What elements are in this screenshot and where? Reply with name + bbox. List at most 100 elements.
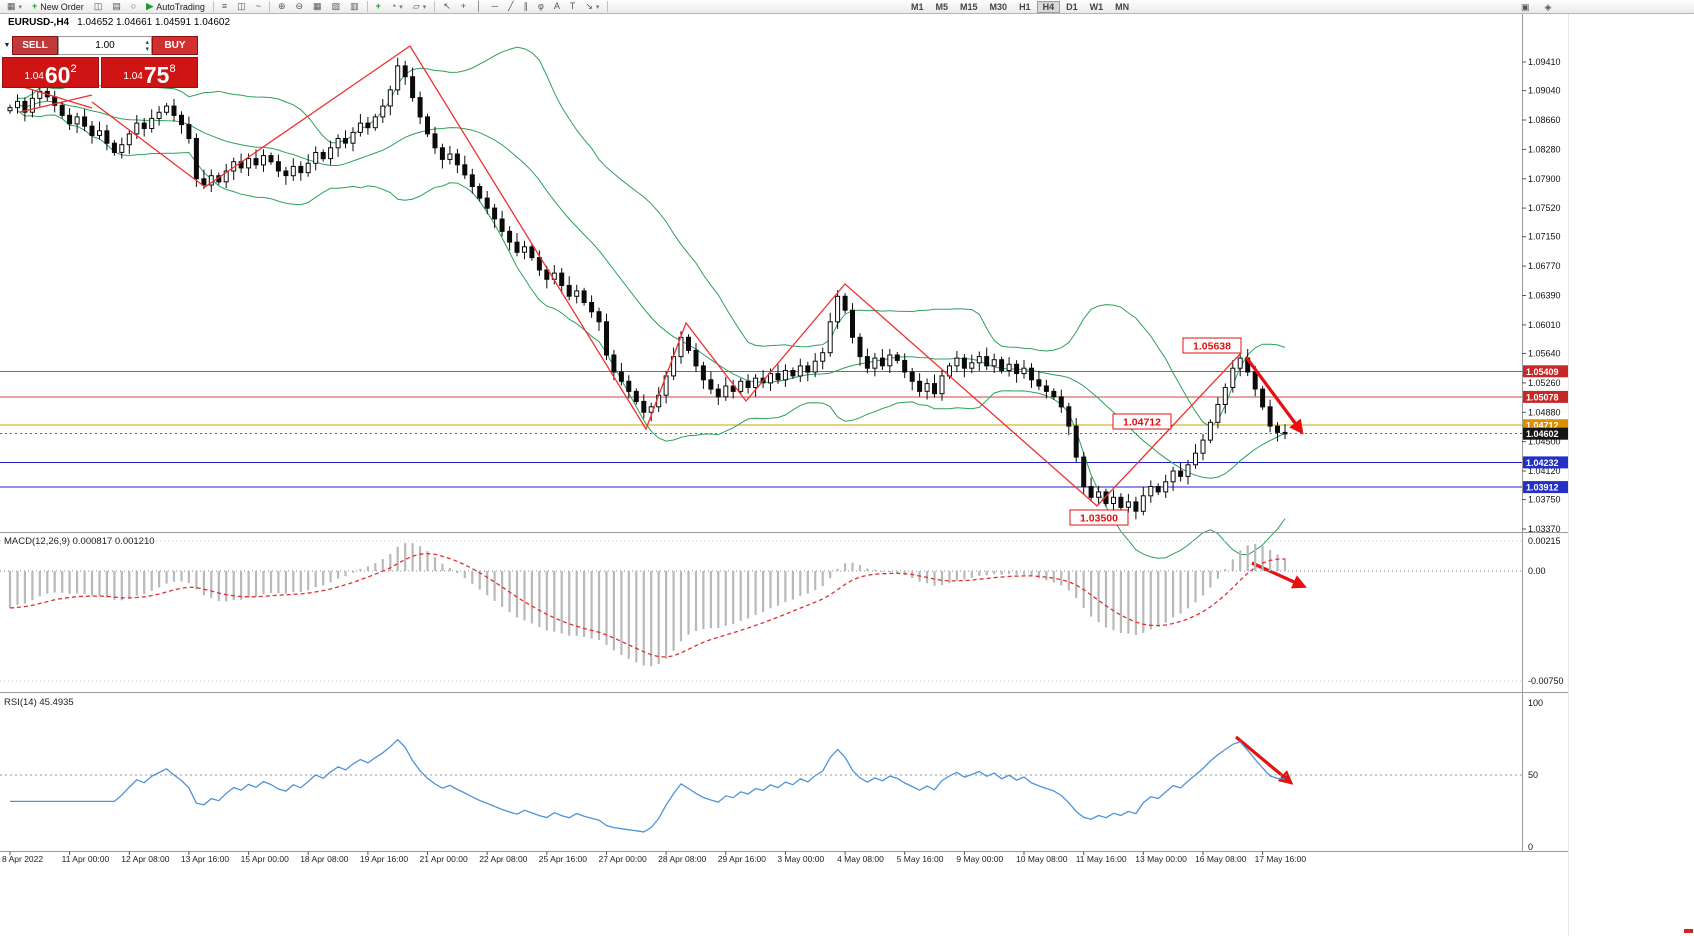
timeframe-h1-button[interactable]: H1	[1013, 1, 1037, 13]
timeframe-m15-button[interactable]: M15	[954, 1, 984, 13]
bar-chart-button[interactable]: ≡	[217, 0, 232, 13]
trendline-object[interactable]	[19, 85, 93, 109]
time-axis-label[interactable]: 18 Apr 08:00	[300, 854, 348, 864]
price-axis-tag-text: 1.04232	[1526, 458, 1559, 468]
window-resize-mark	[1684, 929, 1693, 933]
new-order-quick-button[interactable]: +	[371, 0, 386, 13]
zoom-in-button[interactable]: ⊕	[273, 0, 291, 13]
time-axis-label[interactable]: 15 Apr 00:00	[241, 854, 289, 864]
text-button[interactable]: A	[549, 0, 565, 13]
price-tick-label: 1.06390	[1528, 291, 1561, 301]
time-axis-label[interactable]: 28 Apr 08:00	[658, 854, 706, 864]
time-axis-label[interactable]: 11 May 16:00	[1076, 854, 1127, 864]
collapse-panel-icon[interactable]: ▼	[3, 42, 11, 49]
new-order-button[interactable]: + New Order	[27, 0, 89, 13]
time-axis-label[interactable]: 16 May 08:00	[1195, 854, 1247, 864]
cascade-windows-icon: ▧	[331, 1, 341, 11]
candle-body	[97, 130, 102, 136]
buy-button[interactable]: BUY	[152, 36, 198, 55]
timeframe-w1-button[interactable]: W1	[1084, 1, 1110, 13]
volume-spinner[interactable]: ▴ ▾	[145, 39, 149, 53]
price-label-box[interactable]	[1182, 337, 1242, 354]
time-axis-label[interactable]: 10 May 08:00	[1016, 854, 1068, 864]
templates-button[interactable]: ▱ ▾	[408, 0, 431, 13]
fibonacci-button[interactable]: φ	[533, 0, 549, 13]
toolbar-separator	[366, 1, 368, 12]
help-button[interactable]: ◈	[1540, 1, 1557, 14]
rsi-indicator-label: RSI(14) 45.4935	[4, 697, 74, 708]
time-axis-label[interactable]: 27 Apr 00:00	[599, 854, 647, 864]
candle-body	[1230, 367, 1236, 389]
line-chart-button[interactable]: ~	[251, 0, 266, 13]
cursor-button[interactable]: ↖	[438, 0, 456, 13]
rsi-line	[10, 738, 1286, 833]
candlestick-chart-button[interactable]: ◫	[232, 0, 251, 13]
timeframe-m30-button[interactable]: M30	[984, 1, 1014, 13]
timeframe-m1-button[interactable]: M1	[905, 1, 930, 13]
time-axis-label[interactable]: 17 May 16:00	[1255, 854, 1307, 864]
bollinger-lower-band	[17, 110, 1286, 559]
vertical-line-button[interactable]: │	[471, 0, 487, 13]
candle-body	[253, 158, 259, 166]
sell-button[interactable]: SELL	[12, 36, 58, 55]
timeframe-m5-button[interactable]: M5	[930, 1, 955, 13]
timeframe-d1-button[interactable]: D1	[1060, 1, 1084, 13]
candle-body	[768, 373, 773, 384]
new-order-button-label: New Order	[40, 1, 84, 12]
arrange-windows-button[interactable]: ▥	[345, 0, 364, 13]
time-axis-label[interactable]: 9 May 00:00	[956, 854, 1003, 864]
navigator-button[interactable]: ○	[126, 0, 141, 13]
tile-windows-button[interactable]: ▦	[308, 0, 327, 13]
autotrading-button[interactable]: ▶ AutoTrading	[141, 0, 210, 13]
candle-body	[447, 153, 453, 160]
trendline-button[interactable]: ╱	[503, 0, 518, 13]
ask-price-display[interactable]: 1.04 75 8	[101, 57, 198, 88]
trendline-object[interactable]	[91, 45, 1242, 507]
time-axis-label[interactable]: 29 Apr 16:00	[718, 854, 766, 864]
arrow-object[interactable]	[1251, 561, 1307, 589]
time-axis-label[interactable]: 12 Apr 08:00	[121, 854, 169, 864]
time-axis-label[interactable]: 22 Apr 08:00	[479, 854, 527, 864]
trendline-icon: ╱	[508, 1, 514, 11]
bid-price-display[interactable]: 1.04 60 2	[2, 57, 99, 88]
time-axis-label[interactable]: 8 Apr 2022	[2, 854, 43, 864]
market-watch-button[interactable]: ◫	[89, 0, 108, 13]
arrow-object[interactable]	[1244, 356, 1304, 435]
time-axis-label[interactable]: 4 May 08:00	[837, 854, 884, 864]
price-tick-label: 1.03750	[1528, 495, 1561, 505]
vertical-line-icon: │	[476, 1, 482, 11]
time-axis-label[interactable]: 5 May 16:00	[897, 854, 944, 864]
zoom-out-button[interactable]: ⊖	[291, 0, 309, 13]
arrow-objects-button[interactable]: ↘ ▾	[580, 0, 604, 13]
volume-input[interactable]: 1.00 ▴ ▾	[58, 36, 152, 55]
period-dropdown-button[interactable]: ◔ ▾	[386, 0, 408, 13]
window-button[interactable]: ▣	[1516, 1, 1535, 14]
crosshair-button[interactable]: +	[456, 0, 471, 13]
data-window-button[interactable]: ▤	[107, 0, 126, 13]
price-label-box[interactable]	[1069, 509, 1129, 526]
volume-down-icon[interactable]: ▾	[145, 46, 149, 53]
time-axis-label[interactable]: 21 Apr 00:00	[420, 854, 468, 864]
volume-up-icon[interactable]: ▴	[145, 39, 149, 46]
time-axis-label[interactable]: 13 May 00:00	[1135, 854, 1187, 864]
equidistant-channel-button[interactable]: ∥	[519, 0, 534, 13]
time-axis-label[interactable]: 3 May 00:00	[777, 854, 824, 864]
horizontal-line-button[interactable]: ─	[487, 0, 503, 13]
price-label-text: 1.03500	[1080, 513, 1118, 525]
time-axis-label[interactable]: 19 Apr 16:00	[360, 854, 408, 864]
candle-body	[581, 290, 587, 303]
time-axis-label[interactable]: 11 Apr 00:00	[62, 854, 110, 864]
new-chart-button[interactable]: ▦ ▾	[2, 0, 27, 13]
toolbar-separator	[607, 1, 609, 12]
timeframe-h4-button[interactable]: H4	[1036, 1, 1061, 13]
price-tick-label: 1.05260	[1528, 378, 1561, 388]
time-axis-label[interactable]: 25 Apr 16:00	[539, 854, 587, 864]
trendline-object[interactable]	[19, 94, 93, 113]
text-label-button[interactable]: T	[565, 0, 581, 13]
cascade-windows-button[interactable]: ▧	[327, 0, 346, 13]
candle-body	[909, 371, 915, 382]
price-label-box[interactable]	[1112, 413, 1172, 430]
time-axis-label[interactable]: 13 Apr 16:00	[181, 854, 229, 864]
timeframe-mn-button[interactable]: MN	[1109, 1, 1135, 13]
